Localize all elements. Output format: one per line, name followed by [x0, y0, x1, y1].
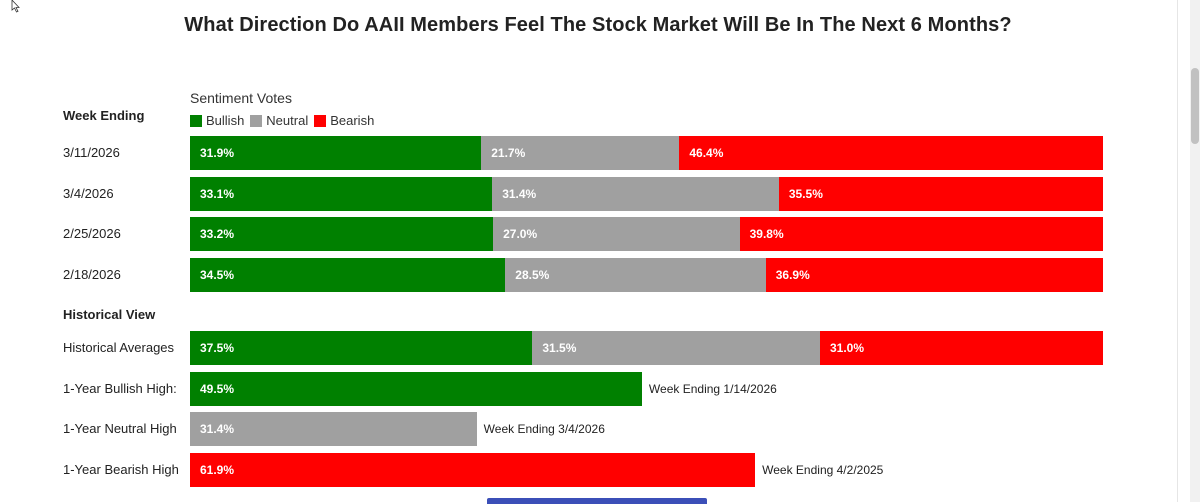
- week-segment-neutral: 27.0%: [493, 217, 740, 251]
- high-bar-bearish: 61.9%: [190, 453, 756, 487]
- week-label: 2/25/2026: [63, 226, 121, 241]
- legend-item-bearish: Bearish: [314, 113, 374, 128]
- page-divider: [1177, 0, 1178, 502]
- chart-title: What Direction Do AAII Members Feel The …: [184, 14, 1012, 36]
- high-segment-bearish: 61.9%: [190, 453, 756, 487]
- historical-averages-segment-neutral: 31.5%: [532, 331, 820, 365]
- legend-label-bearish: Bearish: [330, 113, 375, 128]
- week-segment-bearish: 46.4%: [679, 136, 1103, 170]
- week-label: 3/11/2026: [63, 145, 120, 160]
- bottom-button[interactable]: [487, 498, 707, 504]
- legend: Bullish Neutral Bearish: [190, 113, 380, 128]
- high-bar-bullish: 49.5%: [190, 372, 642, 406]
- week-segment-bearish: 36.9%: [765, 258, 1103, 292]
- week-bar-1: 33.1% 31.4% 35.5%: [190, 177, 1103, 211]
- historical-averages-segment-bullish: 37.5%: [190, 331, 533, 365]
- historical-averages-segment-bearish: 31.0%: [819, 331, 1103, 365]
- high-note-neutral: Week Ending 3/4/2026: [483, 422, 605, 436]
- week-segment-neutral: 31.4%: [492, 177, 779, 211]
- legend-swatch-neutral: [250, 114, 263, 127]
- section-label-historical-view: Historical View: [63, 307, 156, 322]
- historical-averages-bar-0: 37.5% 31.5% 31.0%: [190, 331, 1103, 365]
- week-segment-bullish: 34.5%: [190, 258, 506, 292]
- high-segment-neutral: 31.4%: [190, 412, 477, 446]
- high-segment-bullish: 49.5%: [190, 372, 642, 406]
- mouse-cursor-icon: [11, 0, 20, 13]
- week-segment-bullish: 33.1%: [190, 177, 493, 211]
- week-bar-3: 34.5% 28.5% 36.9%: [190, 258, 1103, 292]
- high-note-bearish: Week Ending 4/2/2025: [762, 463, 884, 477]
- section-label-week-ending: Week Ending: [63, 108, 145, 123]
- legend-swatch-bearish: [314, 114, 327, 127]
- scrollbar-track[interactable]: [1190, 0, 1200, 502]
- legend-item-neutral: Neutral: [250, 113, 308, 128]
- high-bar-neutral: 31.4%: [190, 412, 477, 446]
- legend-swatch-bullish: [190, 114, 202, 127]
- legend-item-bullish: Bullish: [190, 113, 244, 128]
- historical-averages-label: Historical Averages: [63, 340, 175, 355]
- week-segment-neutral: 21.7%: [481, 136, 680, 170]
- high-label-bullish: 1-Year Bullish High:: [63, 381, 177, 396]
- week-bar-0: 31.9% 21.7% 46.4%: [190, 136, 1103, 170]
- legend-label-neutral: Neutral: [266, 113, 309, 128]
- week-segment-neutral: 28.5%: [505, 258, 766, 292]
- week-segment-bearish: 35.5%: [778, 177, 1103, 211]
- week-segment-bullish: 33.2%: [190, 217, 494, 251]
- week-segment-bearish: 39.8%: [739, 217, 1103, 251]
- legend-title: Sentiment Votes: [190, 90, 292, 106]
- legend-label-bullish: Bullish: [206, 113, 245, 128]
- high-label-neutral: 1-Year Neutral High: [63, 421, 177, 436]
- week-bar-2: 33.2% 27.0% 39.8%: [190, 217, 1103, 251]
- scrollbar-thumb[interactable]: [1191, 68, 1199, 144]
- week-segment-bullish: 31.9%: [190, 136, 482, 170]
- week-label: 2/18/2026: [63, 267, 121, 282]
- high-label-bearish: 1-Year Bearish High: [63, 462, 179, 477]
- week-label: 3/4/2026: [63, 186, 114, 201]
- high-note-bullish: Week Ending 1/14/2026: [648, 382, 777, 396]
